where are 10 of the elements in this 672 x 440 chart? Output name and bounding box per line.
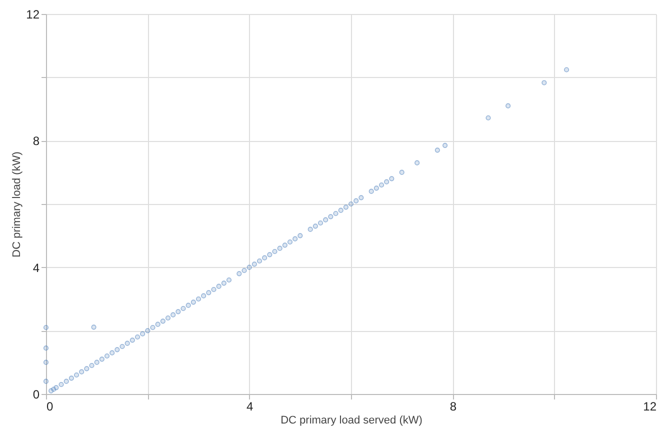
y-tick-label: 12	[26, 8, 40, 22]
x-tick-label: 4	[246, 400, 254, 414]
y-tick-label: 0	[32, 388, 40, 402]
x-tick-label: 0	[46, 400, 54, 414]
x-tick-label: 8	[450, 400, 457, 414]
x-tick-label: 12	[643, 400, 657, 414]
y-tick-label: 8	[32, 134, 40, 148]
y-axis-title: DC primary load (kW)	[11, 152, 24, 258]
y-tick-label: 4	[32, 260, 40, 275]
x-axis-title: DC primary load served (kW)	[280, 414, 422, 426]
